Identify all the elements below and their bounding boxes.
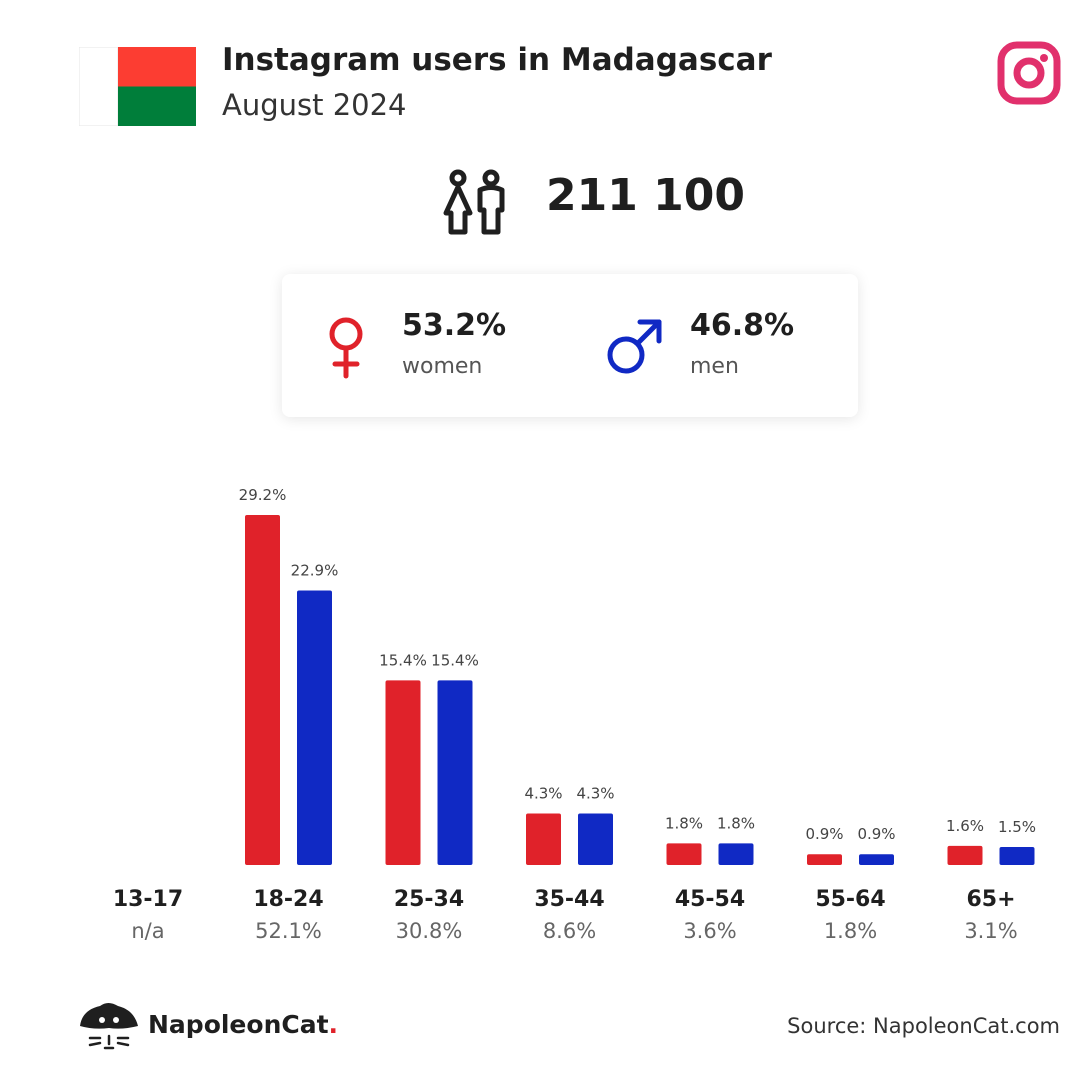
age-group-total: 3.1% bbox=[964, 919, 1017, 943]
bar-value-label: 4.3% bbox=[576, 784, 614, 802]
bar-value-label: 0.9% bbox=[805, 825, 843, 843]
bar-women-55-64 bbox=[807, 854, 842, 865]
source-credit: Source: NapoleonCat.com bbox=[787, 1014, 1060, 1038]
bar-value-label: 4.3% bbox=[524, 784, 562, 802]
brand-dot: . bbox=[328, 1010, 339, 1039]
age-group-label: 45-54 bbox=[675, 887, 745, 912]
female-symbol-icon bbox=[329, 317, 363, 379]
gender-split-card: 53.2% women 46.8% men bbox=[282, 274, 858, 417]
bar-women-18-24 bbox=[245, 515, 280, 865]
women-percentage: 53.2% bbox=[402, 308, 507, 343]
bar-men-55-64 bbox=[859, 854, 894, 865]
age-group-label: 65+ bbox=[966, 887, 1015, 912]
page-subtitle: August 2024 bbox=[222, 88, 407, 122]
men-percentage: 46.8% bbox=[690, 308, 795, 343]
bar-men-35-44 bbox=[578, 813, 613, 865]
age-group-label: 13-17 bbox=[113, 887, 183, 912]
users-icon bbox=[443, 169, 505, 235]
women-label: women bbox=[402, 354, 483, 379]
bar-value-label: 1.6% bbox=[946, 817, 984, 835]
napoleoncat-logo-icon bbox=[80, 1003, 138, 1050]
bar-value-label: 1.8% bbox=[717, 814, 755, 832]
bar-men-65+ bbox=[999, 847, 1035, 865]
age-group-total: 8.6% bbox=[543, 919, 596, 943]
bar-value-label: 15.4% bbox=[379, 651, 427, 669]
brand-name-text: NapoleonCat bbox=[148, 1010, 329, 1039]
age-group-total: 3.6% bbox=[683, 919, 736, 943]
bar-value-label: 15.4% bbox=[431, 651, 479, 669]
instagram-icon bbox=[997, 41, 1061, 105]
total-users-value: 211 100 bbox=[546, 170, 746, 221]
age-group-label: 18-24 bbox=[253, 887, 323, 912]
age-group-total: 30.8% bbox=[396, 919, 463, 943]
bar-women-35-44 bbox=[526, 813, 561, 865]
bar-women-45-54 bbox=[666, 843, 702, 865]
age-group-total: 1.8% bbox=[824, 919, 877, 943]
age-group-label: 25-34 bbox=[394, 887, 464, 912]
male-symbol-icon bbox=[607, 319, 662, 374]
men-label: men bbox=[690, 354, 739, 379]
bar-women-65+ bbox=[947, 845, 983, 865]
age-group-total: 52.1% bbox=[255, 919, 322, 943]
bar-men-25-34 bbox=[437, 680, 473, 865]
bar-men-45-54 bbox=[718, 843, 754, 865]
age-group-label: 55-64 bbox=[815, 887, 885, 912]
brand-name: NapoleonCat. bbox=[148, 1010, 338, 1039]
age-group-total: n/a bbox=[131, 919, 164, 943]
bar-value-label: 0.9% bbox=[857, 825, 895, 843]
bar-value-label: 22.9% bbox=[291, 562, 339, 580]
page-title: Instagram users in Madagascar bbox=[222, 42, 772, 78]
bar-value-label: 1.5% bbox=[998, 818, 1036, 836]
bar-value-label: 1.8% bbox=[665, 814, 703, 832]
madagascar-flag-icon bbox=[79, 47, 196, 126]
age-group-label: 35-44 bbox=[534, 887, 604, 912]
bar-men-18-24 bbox=[297, 590, 332, 865]
bar-women-25-34 bbox=[385, 680, 421, 865]
bar-value-label: 29.2% bbox=[239, 486, 287, 504]
